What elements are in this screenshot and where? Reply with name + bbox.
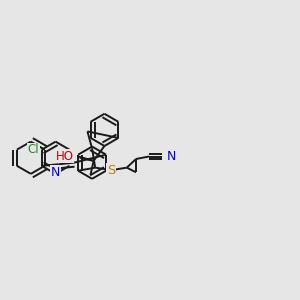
Text: S: S	[107, 164, 116, 177]
Text: N: N	[167, 150, 176, 163]
Text: Cl: Cl	[28, 143, 39, 156]
Text: HO: HO	[56, 150, 74, 163]
Text: N: N	[51, 166, 60, 179]
